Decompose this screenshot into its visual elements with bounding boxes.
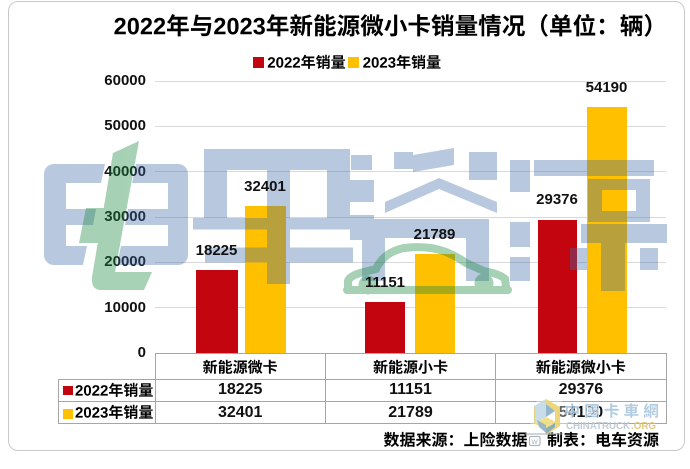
- svg-text:.ORG: .ORG: [631, 420, 656, 432]
- svg-text:CHINATRUCK: CHINATRUCK: [566, 420, 630, 432]
- svg-text:W: W: [532, 439, 539, 446]
